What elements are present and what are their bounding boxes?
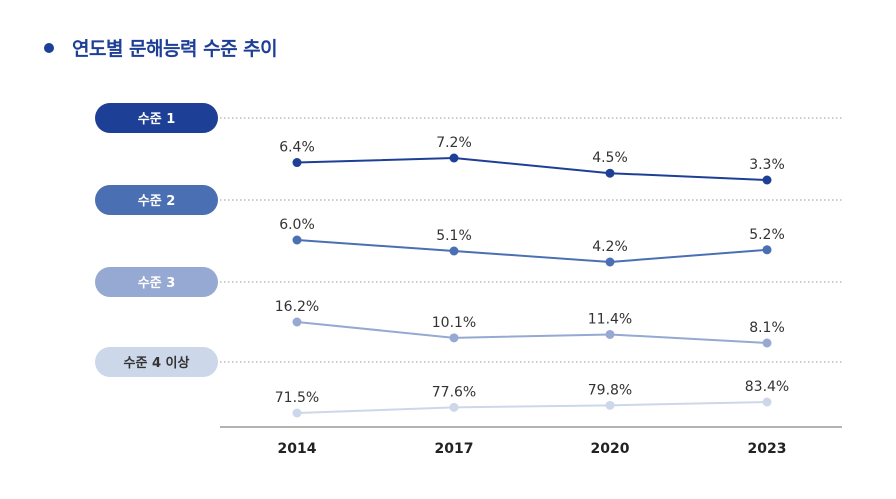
- series-1-data-label-2023: 3.3%: [749, 157, 785, 173]
- series-3-data-label-2023: 8.1%: [749, 320, 785, 336]
- bullet-dot-icon: [44, 42, 54, 53]
- series-3-point-2020: [605, 329, 615, 339]
- series-2-data-label-2017: 5.1%: [436, 228, 472, 244]
- series-4-data-label-2023: 83.4%: [745, 379, 789, 395]
- chart-title: 연도별 문해능력 수준 추이: [72, 38, 278, 60]
- series-2-point-2020: [605, 257, 615, 267]
- series-3-data-label-2020: 11.4%: [588, 311, 632, 327]
- series-2-line: [296, 239, 768, 264]
- x-tick-label-2023: 2023: [748, 441, 787, 457]
- series-3-point-2023: [762, 338, 772, 348]
- series-2-point-2017: [449, 246, 459, 256]
- series-3-point-2017: [449, 333, 459, 343]
- series-3-data-label-2014: 16.2%: [275, 299, 319, 315]
- series-3-data-label-2017: 10.1%: [432, 315, 476, 331]
- series-1-pill-label: 수준 1: [138, 112, 176, 127]
- series-1-data-label-2020: 4.5%: [592, 150, 628, 166]
- series-1-point-2023: [762, 175, 772, 185]
- series-3-pill: [95, 267, 218, 297]
- series-3-line: [296, 321, 768, 344]
- series-4-pill-label: 수준 4 이상: [124, 355, 190, 371]
- series-1-line: [296, 156, 768, 181]
- series-4-data-label-2014: 71.5%: [275, 390, 319, 406]
- series-2-point-2014: [292, 235, 302, 245]
- series-4-point-2017: [449, 402, 459, 412]
- series-4-pill: [95, 347, 218, 377]
- series-3-pill-label: 수준 3: [138, 276, 176, 291]
- series-4-line: [296, 401, 768, 414]
- series-1-data-label-2017: 7.2%: [436, 135, 472, 151]
- series-1-point-2020: [605, 168, 615, 178]
- series-4-data-label-2017: 77.6%: [432, 384, 476, 400]
- series-2-point-2023: [762, 245, 772, 255]
- series-4-point-2020: [605, 400, 615, 410]
- series-2-data-label-2014: 6.0%: [279, 217, 315, 233]
- chart-title-block: 연도별 문해능력 수준 추이: [44, 34, 278, 61]
- series-4-point-2023: [762, 397, 772, 407]
- series-1-pill: [95, 103, 218, 133]
- series-2-data-label-2020: 4.2%: [592, 239, 628, 255]
- x-tick-label-2020: 2020: [591, 441, 630, 457]
- series-1-point-2014: [292, 158, 302, 168]
- series-2-pill: [95, 185, 218, 215]
- series-3-point-2014: [292, 317, 302, 327]
- x-tick-label-2017: 2017: [435, 441, 474, 457]
- series-1-point-2017: [449, 153, 459, 163]
- series-4-point-2014: [292, 408, 302, 418]
- series-4-data-label-2020: 79.8%: [588, 382, 632, 398]
- series-2-data-label-2023: 5.2%: [749, 227, 785, 243]
- series-1-data-label-2014: 6.4%: [279, 140, 315, 156]
- series-2-pill-label: 수준 2: [138, 194, 176, 209]
- x-tick-label-2014: 2014: [278, 441, 317, 457]
